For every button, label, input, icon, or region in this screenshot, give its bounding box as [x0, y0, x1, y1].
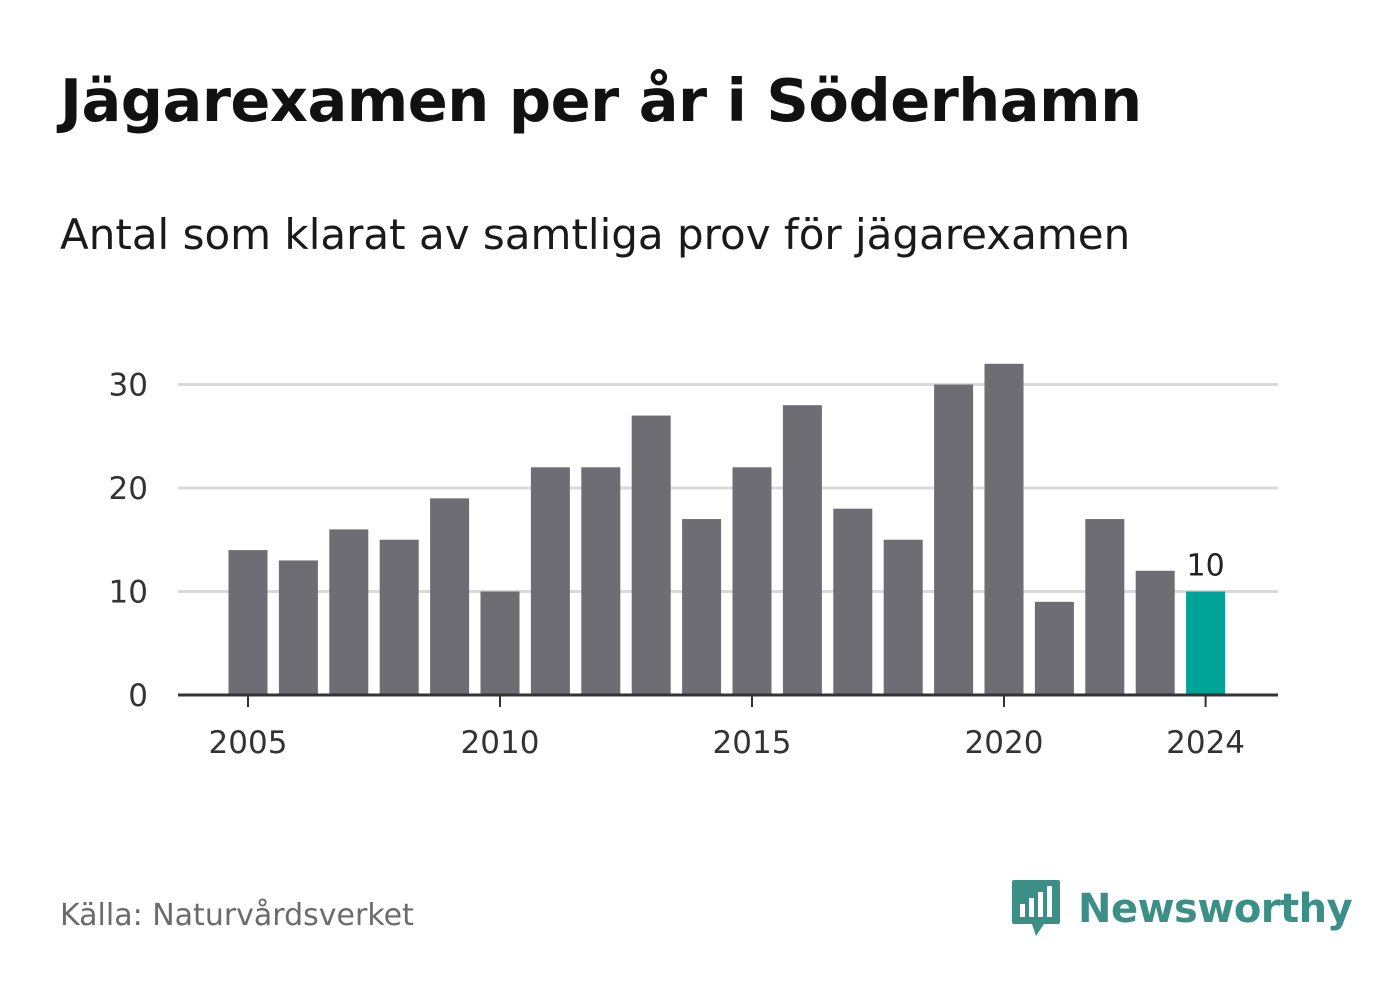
bar-2008 — [379, 539, 419, 695]
chart-title: Jägarexamen per år i Söderhamn — [60, 66, 1142, 135]
brand-logo: Newsworthy — [1010, 878, 1353, 940]
bar-2015 — [732, 467, 772, 695]
data-label: 10 — [1187, 549, 1225, 584]
y-tick-label: 20 — [109, 471, 148, 507]
y-tick-label: 10 — [109, 575, 148, 611]
bar-2014 — [682, 519, 722, 695]
bar-2005 — [228, 550, 268, 695]
x-tick-label: 2020 — [965, 725, 1044, 761]
bar-2010 — [480, 591, 520, 695]
bar-2024 — [1186, 591, 1226, 695]
bar-2017 — [833, 508, 873, 695]
bar-2011 — [530, 467, 570, 695]
chart-subtitle: Antal som klarat av samtliga prov för jä… — [60, 210, 1131, 259]
bar-2018 — [883, 539, 923, 695]
x-tick-label: 2005 — [209, 725, 288, 761]
bar-2023 — [1135, 570, 1175, 695]
y-tick-label: 30 — [109, 368, 148, 404]
bar-2009 — [430, 498, 470, 695]
bar-2007 — [329, 529, 369, 695]
bar-2012 — [581, 467, 621, 695]
bar-2013 — [631, 415, 671, 695]
x-tick-label: 2024 — [1166, 725, 1245, 761]
bar-2020 — [984, 363, 1024, 695]
bar-2021 — [1034, 601, 1074, 695]
x-tick-label: 2010 — [461, 725, 540, 761]
source-note: Källa: Naturvårdsverket — [60, 898, 414, 933]
bar-2019 — [934, 384, 974, 695]
newsworthy-logo-icon — [1012, 880, 1060, 936]
brand-name: Newsworthy — [1078, 886, 1353, 932]
bar-2006 — [278, 560, 318, 695]
x-tick-label: 2015 — [713, 725, 792, 761]
bar-2016 — [782, 405, 822, 695]
y-tick-label: 0 — [128, 678, 148, 714]
bar-2022 — [1085, 519, 1125, 695]
